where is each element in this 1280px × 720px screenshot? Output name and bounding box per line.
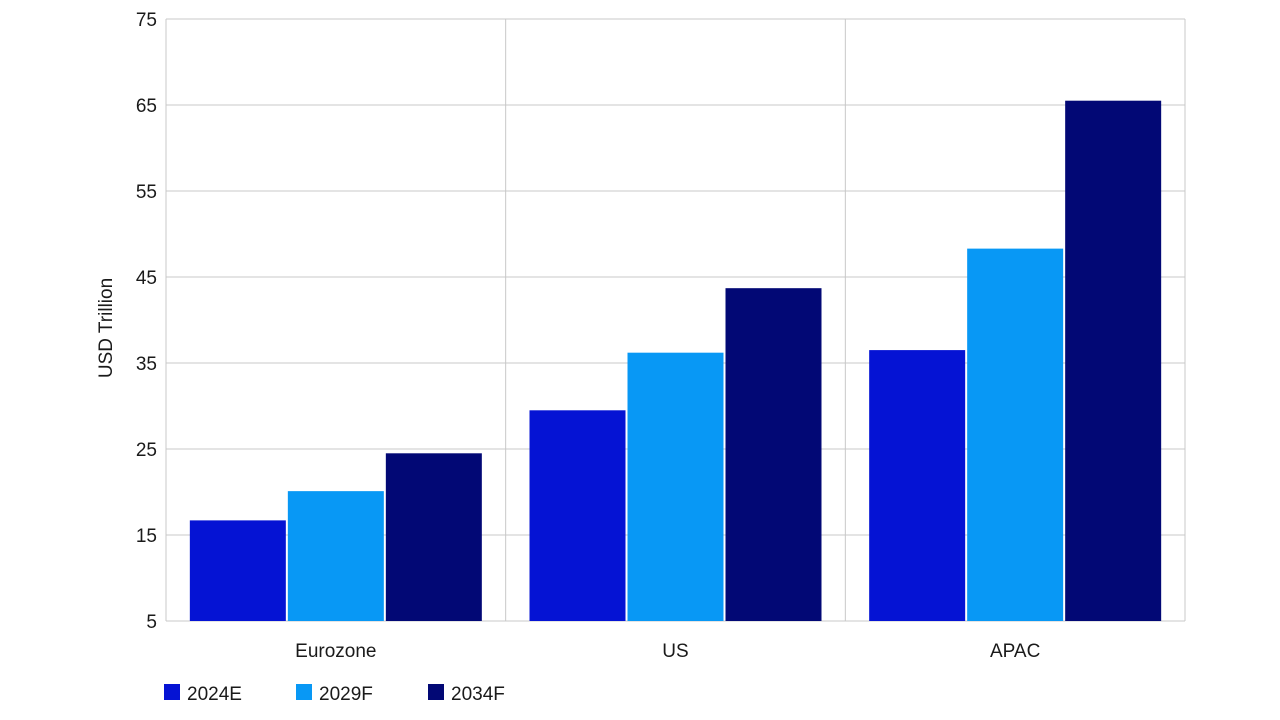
y-tick-label: 55 [136, 182, 157, 203]
legend-label: 2034F [451, 684, 505, 705]
x-tick-label: APAC [990, 641, 1040, 662]
legend: 2024E 2029F 2034F [164, 684, 505, 705]
y-tick-label: 5 [146, 612, 157, 633]
bar-2034f-us [725, 288, 822, 621]
y-tick-label: 25 [136, 440, 157, 461]
bars [189, 100, 1162, 621]
bar-2029f-apac [967, 248, 1064, 621]
bar-2034f-apac [1065, 100, 1162, 621]
bar-2034f-eurozone [385, 453, 482, 621]
y-tick-label: 75 [136, 10, 157, 31]
legend-label: 2029F [319, 684, 373, 705]
x-tick-label: US [662, 641, 688, 662]
y-tick-label: 65 [136, 96, 157, 117]
legend-swatch [428, 684, 444, 700]
y-axis: 5 15 25 35 45 55 65 75 [136, 10, 157, 633]
bar-2029f-eurozone [287, 491, 384, 621]
bar-2029f-us [627, 352, 724, 621]
y-axis-title: USD Trillion [96, 278, 117, 378]
bar-2024e-us [529, 410, 626, 621]
legend-swatch [296, 684, 312, 700]
bar-2024e-eurozone [189, 520, 286, 621]
y-tick-label: 15 [136, 526, 157, 547]
x-tick-label: Eurozone [295, 641, 376, 662]
x-axis: Eurozone US APAC [295, 641, 1040, 662]
y-tick-label: 35 [136, 354, 157, 375]
bar-2024e-apac [869, 350, 966, 621]
legend-label: 2024E [187, 684, 242, 705]
y-tick-label: 45 [136, 268, 157, 289]
legend-swatch [164, 684, 180, 700]
